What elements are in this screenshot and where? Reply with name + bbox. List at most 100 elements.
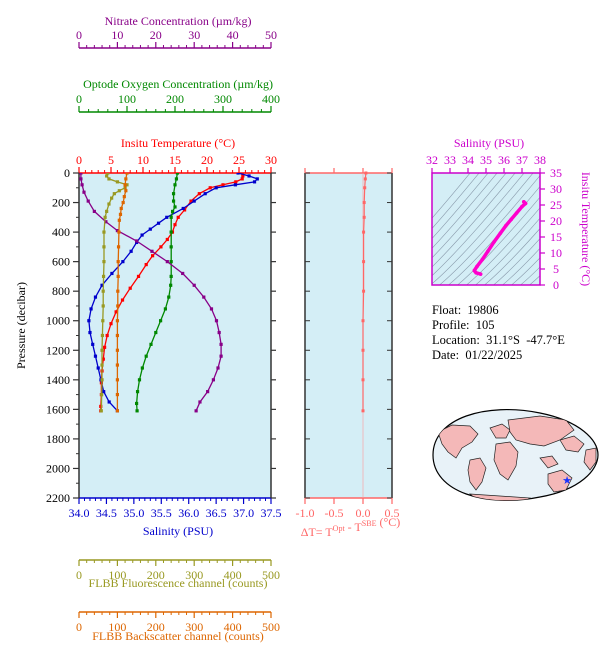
ts-y-tick-label: 30	[550, 182, 562, 196]
tick-label: 200	[166, 92, 184, 106]
ts-y-tick-label: 20	[550, 214, 562, 228]
data-point-flu	[106, 173, 110, 175]
dt-data-point	[362, 215, 366, 219]
pressure-tick-label: 0	[64, 166, 70, 180]
data-point-flu	[101, 319, 105, 323]
data-point-flu	[101, 274, 106, 279]
data-point-sal	[93, 354, 98, 358]
pressure-tick-label: 1600	[46, 402, 70, 416]
tick-label: 20	[150, 28, 162, 42]
ts-y-tick-label: 10	[550, 246, 562, 260]
data-point-temp	[101, 357, 105, 361]
density-contour	[432, 173, 507, 259]
data-point-bb	[115, 348, 119, 352]
data-point-temp	[221, 183, 225, 187]
ts-data-point	[472, 268, 477, 273]
data-point-sal	[87, 319, 91, 323]
data-point-sal	[121, 260, 125, 264]
data-point-oxy	[135, 409, 139, 413]
continent-shape	[583, 447, 597, 471]
ts-data-point	[504, 224, 508, 228]
profile-number: Profile: 105	[432, 318, 495, 332]
data-point-flu	[115, 180, 119, 184]
data-point-oxy	[135, 390, 140, 394]
data-point-nit	[82, 190, 86, 194]
dt-data-point	[362, 230, 366, 234]
pressure-tick-label: 400	[52, 225, 70, 239]
pressure-axis-title: Pressure (decibar)	[14, 282, 28, 369]
data-point-nit	[194, 409, 198, 413]
data-point-sal	[91, 342, 95, 346]
dt-data-point	[363, 177, 367, 181]
tick-label: 100	[108, 620, 126, 634]
tick-label: 36.0	[178, 506, 199, 520]
tick-label: 500	[262, 568, 280, 582]
tick-label: 100	[118, 92, 136, 106]
data-point-sal	[156, 221, 161, 225]
density-contour	[448, 185, 540, 285]
data-point-bb	[124, 189, 128, 193]
density-contour	[432, 173, 498, 249]
ts-diagram: 32 33 34 35 36 37 38 0 5 10 15 20 25 30 35 Salinity (PS…	[426, 136, 593, 292]
tick-label: 15	[169, 153, 181, 167]
data-point-flu	[102, 260, 106, 264]
data-point-flu	[105, 174, 109, 178]
data-point-temp	[173, 223, 177, 227]
pressure-tick-label: 1200	[46, 343, 70, 357]
data-point-nit	[202, 295, 206, 299]
data-point-temp	[189, 199, 193, 203]
data-point-oxy	[173, 183, 177, 187]
data-point-nit	[216, 366, 220, 370]
ts-data-point	[514, 211, 519, 215]
axis-title-flu: FLBB Fluorescence channel (counts)	[89, 576, 268, 590]
profile-date: Date: 01/22/2025	[432, 348, 523, 362]
data-point-nit	[92, 209, 96, 214]
ts-data-point	[509, 217, 513, 222]
tick-label: 300	[185, 620, 203, 634]
density-contour	[432, 173, 525, 277]
data-point-nit	[79, 173, 83, 175]
data-point-bb	[122, 195, 126, 199]
data-point-nit	[214, 319, 219, 323]
pressure-tick-label: 200	[52, 196, 70, 210]
tick-label: 400	[224, 568, 242, 582]
tick-label: 500	[262, 620, 280, 634]
data-point-temp	[241, 174, 245, 178]
data-point-flu	[100, 363, 104, 367]
data-point-flu	[107, 202, 111, 206]
map-land	[437, 415, 597, 501]
data-point-sal	[233, 183, 237, 187]
axis-sal: 34.0 34.5 35.0 35.5 36.0 36.5 37.0 37.5 Salinity…	[69, 497, 282, 538]
data-point-nit	[86, 199, 90, 203]
data-point-flu	[125, 183, 129, 187]
tick-label: 35.0	[123, 506, 144, 520]
data-point-bb	[116, 304, 120, 308]
data-point-bb	[116, 260, 120, 264]
data-point-oxy	[171, 192, 176, 196]
data-point-nit	[80, 183, 84, 187]
data-point-temp	[197, 192, 201, 196]
data-point-bb	[123, 183, 127, 187]
tick-label: 30	[265, 153, 277, 167]
ts-x-tick-label: 33	[444, 153, 456, 167]
density-contour	[484, 228, 540, 285]
data-point-temp	[165, 237, 169, 242]
data-point-flu	[107, 177, 111, 181]
data-point-bb	[124, 177, 128, 181]
data-point-bb	[115, 409, 119, 413]
tick-label: 0	[76, 92, 82, 106]
density-contour	[466, 207, 540, 285]
data-point-temp	[103, 345, 107, 349]
continent-shape	[437, 424, 479, 459]
data-point-sal	[247, 174, 251, 178]
dt-data-point	[361, 348, 365, 352]
tick-label: 10	[111, 28, 123, 42]
pressure-tick-label: 2200	[46, 491, 70, 505]
data-point-flu	[117, 189, 121, 193]
ts-contours	[432, 173, 540, 285]
data-point-oxy	[159, 319, 163, 323]
density-contour	[529, 275, 540, 285]
tick-label: 300	[185, 568, 203, 582]
